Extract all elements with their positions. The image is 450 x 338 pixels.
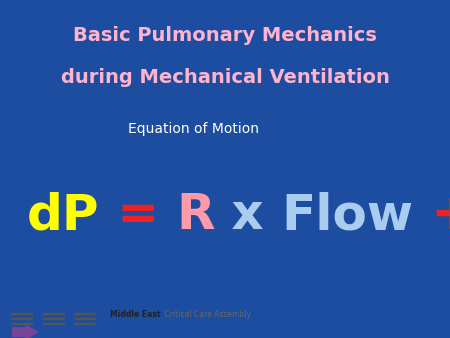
Bar bbox=[43, 322, 64, 324]
Bar bbox=[74, 322, 95, 324]
Text: Basic Pulmonary Mechanics: Basic Pulmonary Mechanics bbox=[73, 26, 377, 45]
Bar bbox=[43, 313, 64, 314]
Bar bbox=[43, 318, 64, 319]
FancyArrow shape bbox=[13, 325, 37, 338]
Text: Equation of Motion: Equation of Motion bbox=[128, 122, 259, 136]
Bar bbox=[74, 318, 95, 319]
Bar bbox=[11, 313, 32, 314]
Text: Flow: Flow bbox=[282, 191, 414, 239]
Text: during Mechanical Ventilation: during Mechanical Ventilation bbox=[61, 68, 389, 87]
Bar bbox=[11, 318, 32, 319]
Text: dP: dP bbox=[27, 191, 99, 239]
Text: x: x bbox=[215, 191, 282, 239]
Text: +: + bbox=[414, 191, 450, 239]
Bar bbox=[74, 313, 95, 314]
Text: =: = bbox=[99, 191, 176, 239]
Text: R: R bbox=[176, 191, 215, 239]
Text: Critical Care Assembly: Critical Care Assembly bbox=[162, 310, 251, 319]
Bar bbox=[11, 322, 32, 324]
Text: Middle East: Middle East bbox=[110, 310, 161, 319]
